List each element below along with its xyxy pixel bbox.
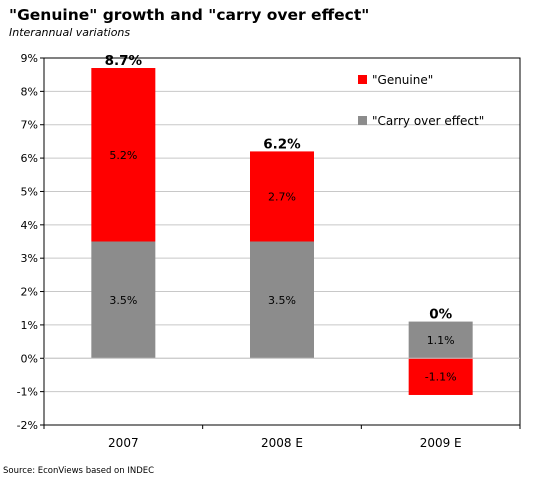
source-note: Source: EconViews based on INDEC [3,466,155,476]
bar-genuine [91,68,156,242]
legend-swatch-carry-over [358,116,367,125]
x-tick-label: 2008 E [261,436,303,450]
y-tick-label: 8% [21,85,38,98]
bar-carry-over [91,241,156,359]
data-label-genuine: 2.7% [268,190,296,203]
y-tick-label: 4% [21,219,38,232]
legend-label-genuine: "Genuine" [372,73,433,87]
chart-title: "Genuine" growth and "carry over effect" [9,6,370,24]
legend-swatch-genuine [358,75,367,84]
data-label-carry-over: 3.5% [268,294,296,307]
legend-label-carry-over: "Carry over effect" [372,114,484,128]
data-label-carry-over: 3.5% [109,294,137,307]
bar-carry-over [408,321,473,359]
y-tick-label: 3% [21,252,38,265]
y-tick-label: 1% [21,319,38,332]
total-label: 6.2% [263,136,301,152]
y-tick-label: 9% [21,52,38,65]
data-label-carry-over: 1.1% [427,334,455,347]
total-label: 8.7% [105,53,143,69]
x-tick-label: 2007 [108,436,139,450]
y-tick-label: 2% [21,286,38,299]
y-tick-label: 6% [21,152,38,165]
bar-genuine [408,358,473,395]
y-tick-label: -2% [17,419,38,432]
x-tick-label: 2009 E [420,436,462,450]
y-tick-label: 7% [21,119,38,132]
data-label-genuine: -1.1% [425,371,457,384]
y-tick-label: 5% [21,185,38,198]
bar-genuine [250,151,314,242]
plot-area [43,57,521,426]
data-label-genuine: 5.2% [109,149,137,162]
y-tick-label: 0% [21,352,38,365]
bar-carry-over [250,241,314,359]
y-tick-label: -1% [17,386,38,399]
total-label: 0% [429,307,452,323]
chart-subtitle: Interannual variations [9,26,131,39]
